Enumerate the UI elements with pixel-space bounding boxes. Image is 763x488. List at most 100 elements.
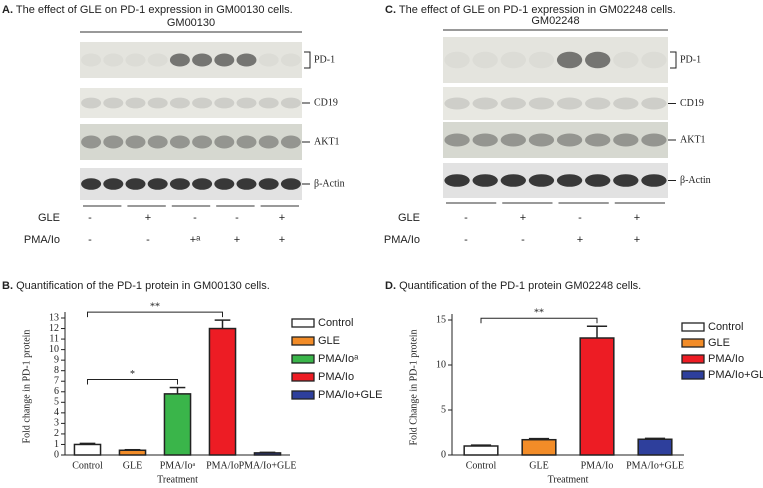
sign: -	[88, 212, 92, 224]
y-axis-label: Fold change in PD-1 protein	[21, 330, 32, 444]
blot-band	[125, 178, 146, 190]
blot-band	[528, 133, 555, 147]
legend-swatch	[681, 322, 705, 332]
blot-band	[641, 174, 667, 187]
y-tick-label: 1	[54, 439, 59, 450]
legend-swatch	[681, 338, 705, 348]
band-label: β-Actin	[680, 175, 711, 186]
x-tick-label: PMA/Io+GLE	[239, 460, 297, 471]
x-tick-label: PMA/Io	[581, 460, 614, 471]
blot-band	[585, 133, 611, 147]
blot-band	[444, 174, 470, 187]
panel-title: A. The effect of GLE on PD-1 expression …	[2, 4, 293, 16]
x-tick-label: PMA/Ioᵃ	[160, 460, 196, 471]
blot-strip	[443, 37, 668, 83]
legend-swatch	[291, 354, 315, 364]
bar	[521, 438, 557, 456]
blot-strip	[443, 122, 668, 158]
significance-label: **	[150, 301, 160, 312]
sign: -	[88, 234, 92, 246]
y-tick-label: 5	[441, 404, 446, 415]
blot-band	[214, 178, 235, 190]
bar	[208, 327, 237, 456]
band-bracket	[670, 51, 677, 69]
blot-band	[214, 97, 235, 109]
legend-label: PMA/Ioᵃ	[318, 353, 359, 365]
blot-band	[169, 178, 190, 190]
blot-band	[125, 135, 146, 149]
panel-title-text: The effect of GLE on PD-1 expression in …	[399, 4, 676, 16]
legend-swatch	[681, 370, 705, 380]
panel-title: D. Quantification of the PD-1 protein GM…	[385, 280, 641, 292]
x-tick-label: Control	[72, 460, 103, 471]
sign: -	[235, 212, 239, 224]
blot-strip	[80, 124, 302, 160]
bar	[73, 443, 102, 456]
y-tick-label: 4	[54, 407, 59, 418]
significance-bracket	[87, 311, 223, 318]
blot-band	[81, 135, 102, 149]
sign: +	[577, 234, 583, 246]
significance-bracket	[87, 379, 178, 385]
blot-band	[500, 174, 526, 187]
blot-band	[169, 97, 190, 109]
blot-band	[472, 51, 498, 69]
blot-band	[147, 53, 168, 67]
blot-strip	[80, 88, 302, 118]
x-tick-label: PMA/Io+GLE	[626, 460, 684, 471]
blot-band	[613, 51, 639, 69]
blot-band	[472, 97, 498, 110]
sign: -	[146, 234, 150, 246]
blot-strip	[443, 87, 668, 120]
sign: -	[464, 212, 468, 224]
y-tick-label: 12	[49, 323, 59, 334]
blot-band	[472, 174, 498, 187]
blot-band	[528, 51, 555, 69]
legend-label: PMA/Io+GLE	[318, 389, 383, 401]
band-label: CD19	[680, 98, 704, 109]
legend-swatch	[681, 354, 705, 364]
blot-band	[81, 178, 102, 190]
panel-label: B.	[2, 280, 13, 292]
sign: +	[145, 212, 151, 224]
blot-band	[585, 174, 611, 187]
blot-band	[556, 174, 583, 187]
panel-title: C. The effect of GLE on PD-1 expression …	[385, 4, 676, 16]
bar	[637, 438, 673, 456]
band-bracket	[304, 51, 311, 69]
y-tick-label: 0	[441, 449, 446, 460]
blot-band	[280, 97, 301, 109]
band-label: AKT1	[314, 136, 340, 147]
blot-band	[103, 53, 124, 67]
blot-band	[192, 97, 213, 109]
band-label: PD-1	[314, 54, 335, 65]
y-tick-label: 15	[436, 314, 446, 325]
legend-label: GLE	[708, 337, 730, 349]
cell-line-label: GM02248	[531, 15, 579, 27]
significance-bracket	[480, 317, 598, 324]
row-label: GLE	[38, 212, 60, 224]
blot-band	[585, 51, 611, 69]
panel-title-text: The effect of GLE on PD-1 expression in …	[16, 4, 293, 16]
blot-band	[258, 97, 279, 109]
blot-band	[613, 133, 639, 147]
blot-band	[192, 178, 213, 190]
sign: -	[464, 234, 468, 246]
y-axis-label: Fold Change in PD-1 protein	[408, 329, 419, 445]
y-tick-label: 13	[49, 312, 59, 323]
sign: +	[520, 212, 526, 224]
sign: +	[279, 212, 285, 224]
x-tick-label: GLE	[529, 460, 548, 471]
legend-swatch	[291, 390, 315, 400]
blot-band	[556, 133, 583, 147]
x-tick-label: GLE	[123, 460, 142, 471]
row-label: GLE	[398, 212, 420, 224]
blot-band	[103, 135, 124, 149]
blot-band	[125, 53, 146, 67]
blot-band	[280, 135, 301, 149]
significance-label: **	[534, 308, 544, 319]
band-label: β-Actin	[314, 178, 345, 189]
x-axis-label: Treatment	[157, 474, 198, 485]
legend-label: PMA/Io	[318, 371, 354, 383]
blot-band	[500, 133, 526, 147]
